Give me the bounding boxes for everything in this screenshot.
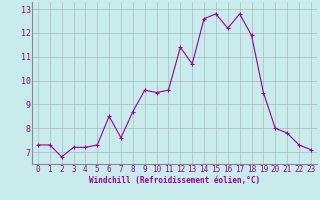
X-axis label: Windchill (Refroidissement éolien,°C): Windchill (Refroidissement éolien,°C) [89, 176, 260, 185]
